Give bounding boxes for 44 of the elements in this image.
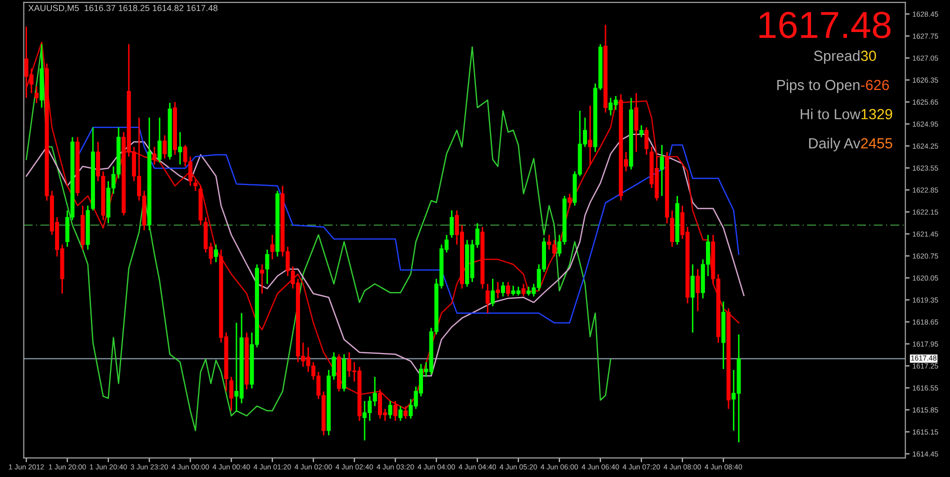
candlestick bbox=[568, 193, 572, 208]
candlestick bbox=[486, 283, 490, 314]
annotation: Pips to Open bbox=[777, 79, 860, 94]
candlestick bbox=[670, 210, 674, 248]
candlestick bbox=[214, 244, 218, 263]
candlestick bbox=[588, 105, 592, 166]
candlestick bbox=[388, 400, 392, 420]
annotation: Daily Av bbox=[809, 138, 860, 152]
candlestick bbox=[270, 234, 274, 260]
candlestick bbox=[404, 405, 408, 420]
candlestick bbox=[178, 131, 182, 166]
annotation: 2455 bbox=[861, 138, 892, 148]
candlestick bbox=[260, 264, 264, 294]
candlestick bbox=[393, 400, 398, 422]
candlestick bbox=[152, 146, 156, 166]
candlestick bbox=[450, 210, 454, 238]
candlestick bbox=[265, 248, 270, 285]
candlestick bbox=[398, 405, 403, 422]
candlestick bbox=[490, 278, 495, 307]
line-series bbox=[26, 45, 612, 432]
candlestick bbox=[506, 281, 510, 298]
annotation: Spread bbox=[814, 50, 860, 64]
annotation: Hi to Low bbox=[800, 108, 860, 120]
candlestick bbox=[696, 268, 700, 312]
candlestick bbox=[639, 124, 644, 138]
candlestick bbox=[634, 92, 638, 153]
candlestick bbox=[644, 126, 649, 156]
line-series bbox=[76, 126, 740, 324]
candlestick bbox=[521, 283, 526, 298]
chart-title: XAUUSD,M5 1616.37 1618.25 1614.82 1617.48 bbox=[28, 4, 218, 12]
annotation: 30 bbox=[860, 50, 876, 61]
candlestick bbox=[193, 178, 198, 192]
annotation: 1329 bbox=[862, 108, 892, 120]
annotation: 1617.48 bbox=[759, 12, 891, 38]
annotation: -626 bbox=[861, 80, 889, 90]
candlestick bbox=[496, 281, 500, 300]
candlestick bbox=[660, 144, 664, 197]
candlestick bbox=[690, 264, 695, 334]
candlestick bbox=[34, 86, 39, 104]
line-series bbox=[26, 42, 740, 410]
candlestick bbox=[500, 281, 506, 298]
candlestick bbox=[229, 376, 234, 412]
candlestick bbox=[158, 116, 162, 164]
candlestick bbox=[162, 134, 167, 160]
